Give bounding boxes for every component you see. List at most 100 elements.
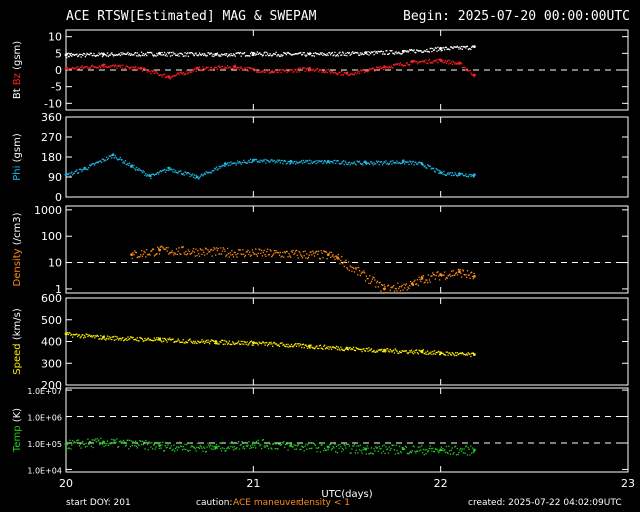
trace-dot — [384, 53, 386, 55]
trace-dot — [450, 270, 453, 272]
trace-dot — [318, 442, 321, 445]
trace-dot — [473, 353, 475, 356]
trace-dot — [307, 53, 310, 55]
trace-dot — [133, 66, 135, 69]
trace-dot — [471, 46, 473, 48]
trace-dot — [320, 53, 322, 55]
trace-dot — [278, 54, 280, 56]
y-axis-label-part: (km/s) — [12, 308, 23, 343]
trace-dot — [123, 441, 126, 443]
trace-dot — [336, 53, 339, 56]
trace-dot — [285, 68, 287, 71]
trace-dot — [167, 444, 169, 446]
trace-dot — [200, 174, 202, 176]
trace-dot — [72, 333, 75, 336]
trace-dot — [77, 66, 79, 68]
trace-dot — [385, 50, 387, 52]
trace-dot — [399, 290, 402, 292]
trace-dot — [123, 53, 125, 55]
trace-dot — [341, 255, 343, 258]
trace-dot — [243, 445, 245, 448]
trace-dot — [168, 442, 170, 445]
trace-dot — [422, 61, 425, 63]
y-axis-label-part: Density — [12, 248, 23, 286]
trace-dot — [102, 65, 104, 67]
trace-dot — [397, 452, 399, 454]
trace-dot — [280, 256, 282, 258]
trace-dot — [132, 336, 134, 339]
trace-dot — [289, 345, 291, 347]
trace-dot — [222, 247, 224, 249]
trace-dot — [179, 253, 181, 255]
trace-dot — [335, 162, 337, 165]
trace-dot — [324, 348, 327, 350]
trace-dot — [140, 169, 142, 171]
trace-dot — [379, 67, 381, 70]
trace-dot — [421, 351, 424, 354]
trace-dot — [98, 161, 100, 163]
trace-dot — [254, 444, 256, 447]
trace-dot — [272, 54, 274, 56]
trace-dot — [394, 348, 396, 350]
trace-dot — [121, 53, 123, 56]
caution-label: caution: — [196, 498, 233, 508]
trace-dot — [81, 170, 83, 173]
trace-dot — [74, 442, 76, 444]
trace-dot — [206, 341, 208, 344]
trace-dot — [198, 255, 201, 257]
trace-dot — [292, 446, 294, 448]
trace-dot — [400, 351, 402, 354]
trace-dot — [380, 349, 382, 352]
trace-dot — [359, 162, 362, 165]
trace-dot — [356, 267, 358, 269]
trace-dot — [347, 443, 350, 445]
trace-dot — [109, 54, 111, 56]
trace-dot — [276, 55, 278, 57]
trace-dot — [295, 71, 298, 73]
trace-dot — [300, 344, 302, 346]
series-mag-0 — [64, 45, 476, 59]
trace-dot — [406, 289, 408, 291]
trace-dot — [314, 160, 316, 162]
trace-dot — [318, 347, 320, 350]
trace-dot — [349, 265, 351, 267]
trace-dot — [397, 63, 399, 65]
trace-dot — [275, 69, 277, 72]
trace-dot — [282, 69, 284, 71]
trace-dot — [220, 53, 223, 55]
trace-dot — [103, 335, 105, 337]
trace-dot — [167, 246, 169, 249]
trace-dot — [428, 279, 431, 281]
trace-dot — [109, 66, 111, 69]
trace-dot — [405, 283, 408, 285]
trace-dot — [226, 163, 228, 165]
trace-dot — [281, 68, 283, 71]
trace-dot — [209, 69, 211, 71]
trace-dot — [201, 173, 203, 175]
trace-dot — [263, 249, 265, 252]
trace-dot — [92, 446, 94, 449]
trace-dot — [303, 347, 305, 349]
trace-dot — [189, 253, 191, 255]
trace-dot — [152, 71, 154, 73]
trace-dot — [419, 61, 421, 63]
trace-dot — [286, 162, 288, 165]
trace-dot — [134, 52, 136, 54]
trace-dot — [330, 348, 333, 350]
trace-dot — [163, 73, 166, 76]
trace-dot — [189, 52, 191, 54]
trace-dot — [172, 338, 174, 340]
trace-dot — [317, 347, 319, 350]
trace-dot — [274, 343, 276, 345]
trace-dot — [470, 355, 472, 358]
trace-dot — [261, 439, 264, 441]
trace-dot — [276, 161, 278, 163]
trace-dot — [161, 341, 163, 343]
trace-dot — [471, 352, 473, 355]
trace-dot — [238, 161, 241, 163]
trace-dot — [134, 338, 137, 340]
trace-dot — [140, 67, 142, 69]
trace-dot — [71, 333, 73, 336]
trace-dot — [225, 54, 227, 56]
trace-dot — [266, 160, 269, 162]
